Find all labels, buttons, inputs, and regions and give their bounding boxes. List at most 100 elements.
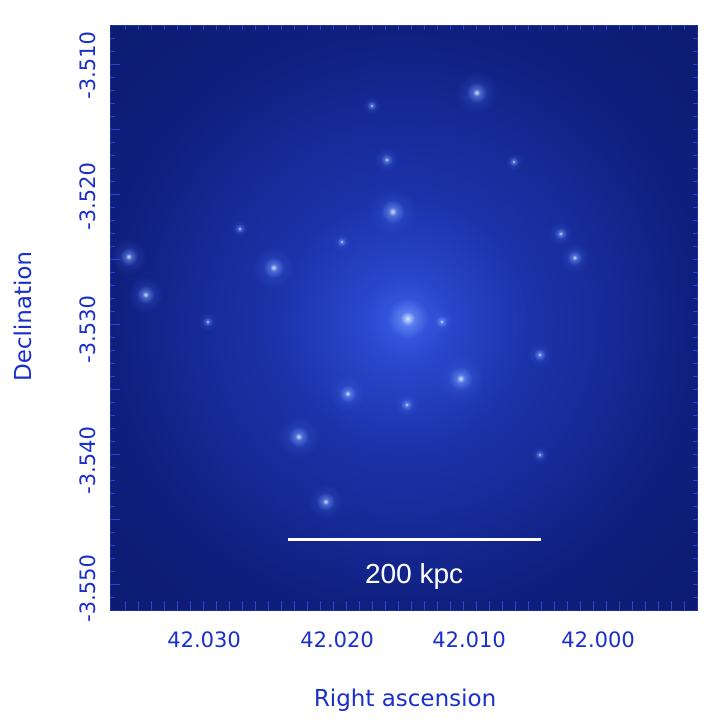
axis-tick (110, 142, 115, 143)
axis-tick (110, 129, 120, 130)
axis-tick (554, 601, 555, 610)
scale-bar (288, 538, 541, 541)
axis-tick (110, 571, 115, 572)
axis-tick (268, 25, 269, 30)
axis-tick (693, 480, 698, 481)
axis-tick (567, 25, 568, 30)
axis-tick (693, 337, 698, 338)
axis-tick (593, 25, 594, 30)
axis-tick (281, 25, 282, 30)
axis-tick (203, 601, 204, 610)
plot-frame (110, 25, 698, 611)
axis-tick (541, 25, 542, 30)
axis-tick (110, 155, 115, 156)
axis-tick (515, 25, 516, 30)
y-tick-label: -3.510 (76, 31, 100, 99)
axis-tick (110, 558, 115, 559)
axis-tick (411, 25, 412, 30)
axis-tick (632, 601, 633, 610)
axis-tick (693, 506, 698, 507)
axis-tick (307, 25, 308, 30)
axis-tick (450, 25, 451, 30)
axis-tick (333, 25, 334, 30)
axis-tick (693, 285, 698, 286)
axis-tick (110, 233, 115, 234)
axis-tick (693, 545, 698, 546)
axis-tick (693, 246, 698, 247)
axis-tick (671, 25, 672, 30)
point-source (549, 222, 573, 246)
point-source (308, 484, 344, 520)
axis-tick (110, 402, 115, 403)
axis-tick (693, 597, 698, 598)
axis-tick (693, 311, 698, 312)
point-source (430, 310, 454, 334)
y-tick-label: -3.520 (76, 162, 100, 230)
axis-tick (437, 25, 438, 30)
axis-tick (294, 601, 295, 610)
axis-tick (463, 25, 464, 30)
axis-tick (693, 584, 698, 585)
axis-tick (693, 519, 698, 520)
axis-tick (693, 571, 698, 572)
axis-tick (693, 363, 698, 364)
axis-tick (110, 532, 115, 533)
axis-tick (693, 207, 698, 208)
point-source (375, 148, 399, 172)
axis-tick (242, 601, 243, 610)
axis-tick (693, 129, 698, 130)
axis-tick (411, 601, 412, 610)
axis-tick (255, 601, 256, 610)
y-tick-label: -3.540 (76, 426, 100, 494)
axis-tick (110, 428, 115, 429)
axis-tick (554, 25, 555, 30)
axis-tick (346, 601, 347, 610)
axis-tick (110, 454, 120, 455)
axis-tick (693, 142, 698, 143)
axis-tick (476, 25, 477, 30)
axis-tick (693, 116, 698, 117)
axis-tick (216, 25, 217, 30)
axis-tick (693, 493, 698, 494)
axis-tick (658, 601, 659, 610)
point-source (333, 233, 351, 251)
axis-tick (307, 601, 308, 610)
axis-tick (110, 389, 120, 390)
axis-tick (580, 25, 581, 30)
axis-tick (450, 601, 451, 610)
axis-tick (593, 601, 594, 610)
axis-tick (437, 601, 438, 610)
y-tick-label: -3.550 (76, 554, 100, 622)
axis-tick (190, 601, 191, 610)
axis-tick (110, 246, 115, 247)
axis-tick (502, 601, 503, 610)
axis-tick (255, 25, 256, 30)
axis-tick (110, 103, 115, 104)
axis-tick (125, 25, 126, 30)
sky-image (110, 25, 698, 611)
axis-tick (320, 601, 321, 610)
axis-tick (693, 220, 698, 221)
x-tick-label: 42.010 (432, 628, 506, 652)
axis-tick (138, 601, 139, 610)
axis-tick (684, 25, 685, 30)
axis-tick (110, 207, 115, 208)
axis-tick (110, 194, 120, 195)
axis-tick (110, 220, 115, 221)
axis-tick (110, 376, 115, 377)
point-source (531, 446, 549, 464)
axis-tick (110, 324, 120, 325)
axis-tick (110, 493, 115, 494)
scale-bar-label: 200 kpc (364, 558, 464, 589)
axis-tick (110, 519, 120, 520)
axis-tick (110, 64, 120, 65)
axis-tick (110, 259, 120, 260)
point-source (231, 220, 249, 238)
axis-tick (619, 601, 620, 610)
point-source (199, 313, 217, 331)
axis-tick (693, 194, 698, 195)
axis-tick (151, 601, 152, 610)
point-source (111, 239, 147, 275)
axis-tick (242, 25, 243, 30)
axis-tick (528, 601, 529, 610)
